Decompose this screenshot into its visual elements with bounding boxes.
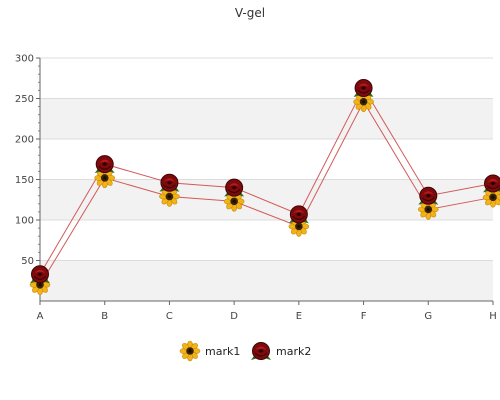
legend: mark1 mark2 bbox=[179, 340, 311, 362]
x-tick-label: A bbox=[37, 311, 44, 322]
x-tick-label: H bbox=[489, 311, 497, 322]
y-tick-label: 100 bbox=[15, 216, 34, 227]
x-tick-label: D bbox=[230, 311, 238, 322]
band bbox=[40, 58, 493, 99]
y-tick-label: 300 bbox=[15, 54, 34, 65]
band bbox=[40, 139, 493, 180]
band bbox=[40, 220, 493, 261]
y-tick-label: 200 bbox=[15, 135, 34, 146]
band bbox=[40, 260, 493, 301]
band bbox=[40, 179, 493, 220]
series-line-mark1 bbox=[39, 100, 494, 286]
x-tick-label: G bbox=[424, 311, 432, 322]
legend-label: mark1 bbox=[205, 345, 240, 358]
legend-item-mark1: mark1 bbox=[179, 340, 240, 362]
y-tick-label: 250 bbox=[15, 94, 34, 105]
gridlines bbox=[40, 57, 493, 261]
x-tick-label: C bbox=[166, 311, 173, 322]
y-tick-label: 150 bbox=[15, 175, 34, 186]
series-line-mark2 bbox=[39, 86, 494, 275]
rose-icon bbox=[250, 341, 272, 361]
x-tick-label: F bbox=[361, 311, 367, 322]
x-tick-label: B bbox=[101, 311, 108, 322]
y-tick-label: 50 bbox=[21, 256, 34, 267]
legend-label: mark2 bbox=[276, 345, 311, 358]
sunflower-icon bbox=[179, 340, 201, 362]
band bbox=[40, 98, 493, 139]
plot-background bbox=[40, 58, 493, 301]
x-tick-label: E bbox=[296, 311, 302, 322]
axes: 50 100 150 200 250 300 A B C D E F G H bbox=[15, 54, 497, 323]
legend-item-mark2: mark2 bbox=[250, 341, 311, 361]
chart-title: V-gel bbox=[235, 6, 265, 20]
series-lines bbox=[39, 86, 494, 286]
